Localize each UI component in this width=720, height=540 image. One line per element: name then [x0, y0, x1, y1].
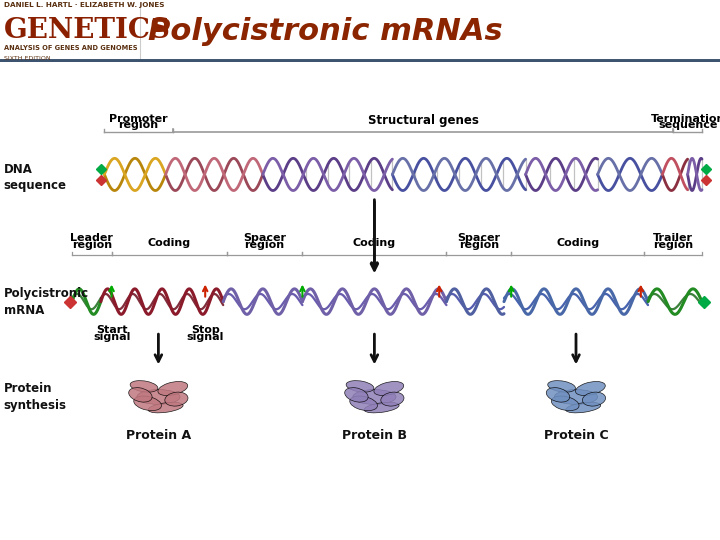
Ellipse shape	[374, 381, 404, 395]
Text: Polycistronic: Polycistronic	[4, 287, 89, 300]
Ellipse shape	[137, 389, 180, 404]
Text: Protein A: Protein A	[126, 429, 191, 442]
Ellipse shape	[346, 381, 374, 392]
Ellipse shape	[566, 402, 600, 413]
Ellipse shape	[165, 392, 188, 406]
Text: SIXTH EDITION: SIXTH EDITION	[4, 56, 50, 61]
Ellipse shape	[353, 389, 396, 404]
Ellipse shape	[129, 388, 152, 402]
Text: signal: signal	[186, 332, 224, 342]
Text: Protein: Protein	[4, 382, 52, 395]
Text: Coding: Coding	[148, 238, 191, 248]
Ellipse shape	[134, 396, 161, 410]
Ellipse shape	[552, 396, 579, 410]
Text: Coding: Coding	[557, 238, 599, 248]
Text: Termination: Termination	[650, 114, 720, 124]
Ellipse shape	[582, 392, 606, 406]
Text: GENETICS: GENETICS	[4, 17, 171, 44]
Ellipse shape	[350, 396, 377, 410]
Ellipse shape	[548, 381, 575, 392]
Text: region: region	[72, 240, 112, 250]
Ellipse shape	[575, 381, 606, 395]
Ellipse shape	[158, 381, 188, 395]
Text: region: region	[653, 240, 693, 250]
Text: DANIEL L. HARTL · ELIZABETH W. JONES: DANIEL L. HARTL · ELIZABETH W. JONES	[4, 2, 164, 8]
Ellipse shape	[546, 388, 570, 402]
Text: Spacer: Spacer	[243, 233, 286, 243]
Text: ANALYSIS OF GENES AND GENOMES: ANALYSIS OF GENES AND GENOMES	[4, 45, 137, 51]
Ellipse shape	[364, 402, 399, 413]
Text: Polycistronic mRNAs: Polycistronic mRNAs	[148, 17, 503, 45]
Text: sequence: sequence	[4, 179, 66, 192]
Text: sequence: sequence	[658, 120, 717, 130]
Text: region: region	[245, 240, 284, 250]
Text: Protein B: Protein B	[342, 429, 407, 442]
Ellipse shape	[148, 402, 183, 413]
Ellipse shape	[130, 381, 158, 392]
Text: Spacer: Spacer	[457, 233, 500, 243]
Text: DNA: DNA	[4, 163, 32, 176]
Text: mRNA: mRNA	[4, 303, 44, 316]
Text: Promoter: Promoter	[109, 114, 168, 124]
Ellipse shape	[381, 392, 404, 406]
Text: Trailer: Trailer	[653, 233, 693, 243]
Text: Stop: Stop	[191, 325, 220, 335]
Text: Start: Start	[96, 325, 127, 335]
Text: signal: signal	[93, 332, 130, 342]
Text: synthesis: synthesis	[4, 399, 66, 412]
Text: Leader: Leader	[71, 233, 113, 243]
Text: Protein C: Protein C	[544, 429, 608, 442]
Ellipse shape	[345, 388, 368, 402]
Text: region: region	[459, 240, 499, 250]
Text: Coding: Coding	[353, 238, 396, 248]
Text: Structural genes: Structural genes	[368, 113, 478, 126]
Text: region: region	[119, 120, 158, 130]
Ellipse shape	[554, 389, 598, 404]
